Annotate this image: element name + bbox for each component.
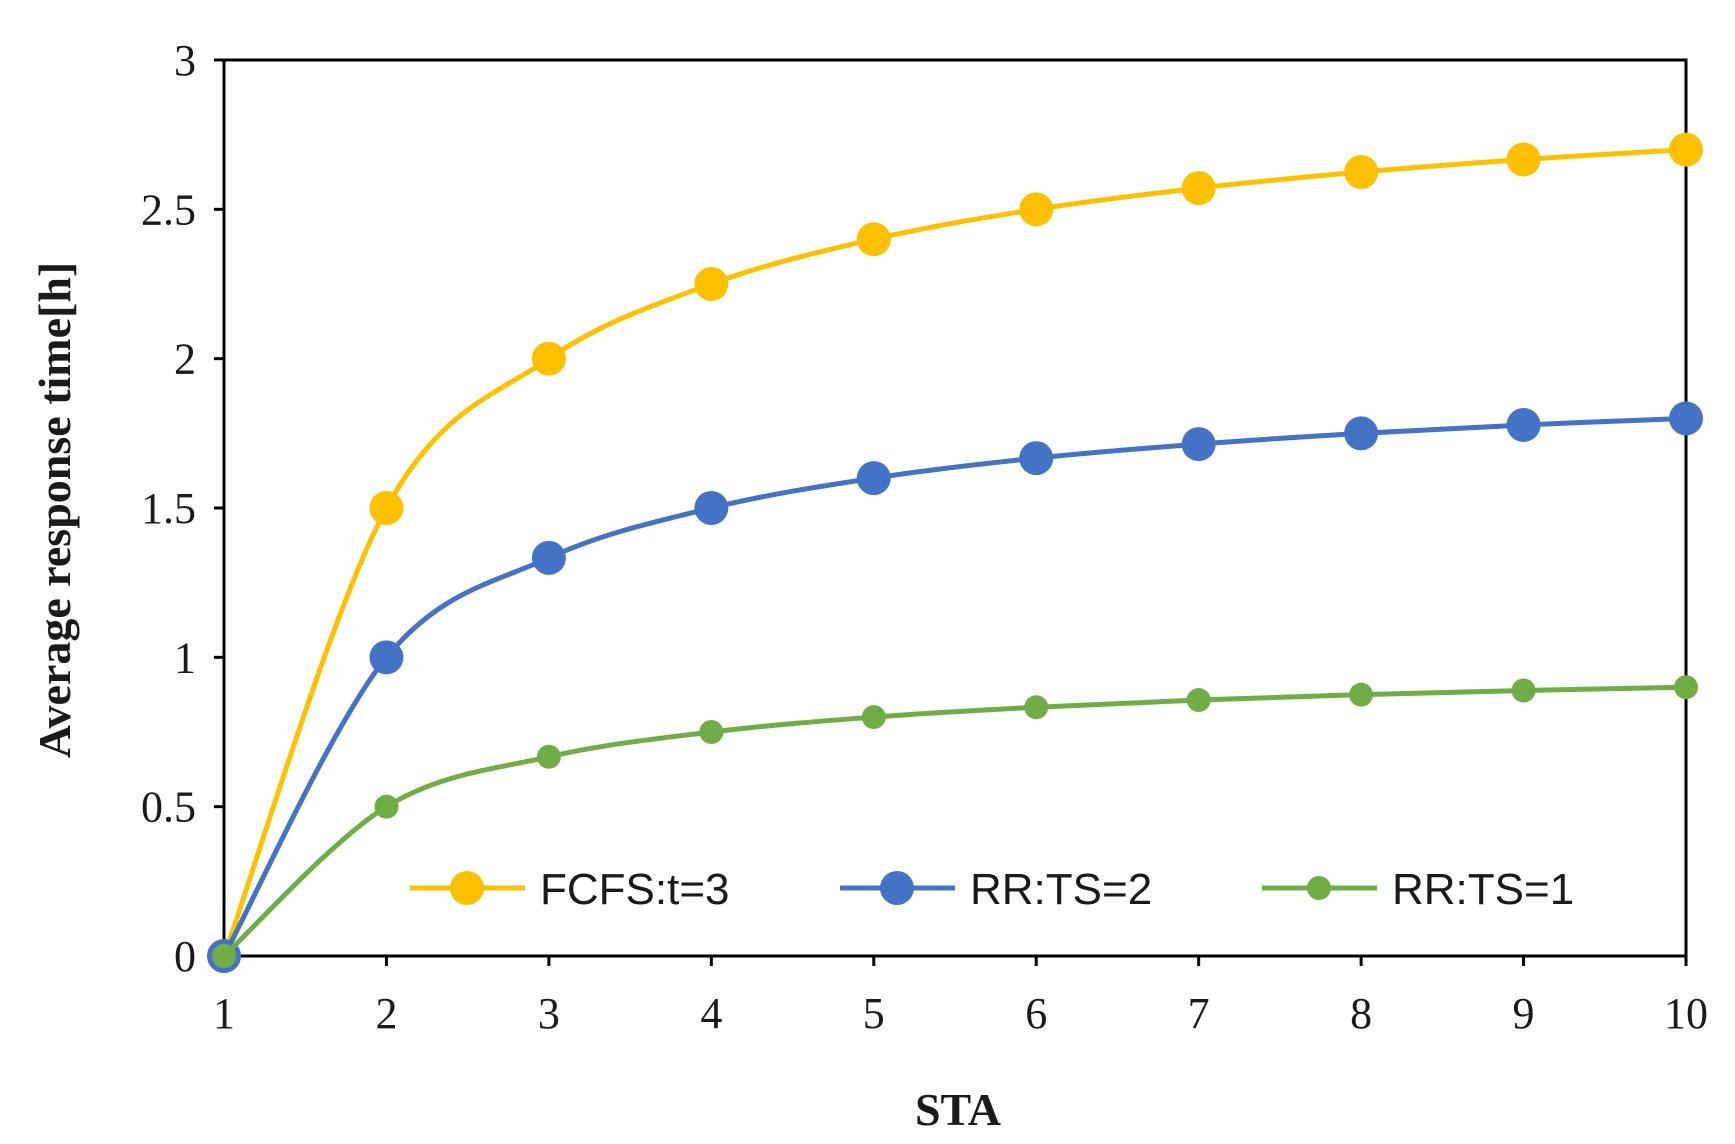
x-tick-label: 3: [538, 989, 560, 1038]
series-2: [207, 401, 1703, 973]
data-point: [1024, 695, 1049, 720]
series-1: [207, 132, 1703, 973]
legend-item: RR:TS=2: [840, 865, 1152, 914]
y-axis: 0 0.5 1 1.5 2 2.5 3: [141, 36, 224, 981]
x-tick-label: 4: [700, 989, 722, 1038]
data-point: [374, 794, 399, 819]
x-axis: 1 2 3 4 5 6 7 8 9 10: [213, 956, 1708, 1038]
legend-marker: [880, 871, 914, 905]
data-point: [1186, 688, 1211, 713]
data-point: [1669, 132, 1703, 167]
data-point: [861, 705, 886, 730]
data-point: [536, 744, 561, 769]
series-layer: [207, 132, 1703, 973]
x-tick-label: 2: [375, 989, 397, 1038]
data-point: [694, 267, 729, 301]
legend-label: FCFS:t=3: [540, 865, 730, 914]
data-point: [531, 341, 566, 376]
x-tick-label: 9: [1513, 989, 1535, 1038]
y-tick-label: 2: [174, 335, 196, 384]
y-axis-title: Average response time[h]: [29, 262, 80, 759]
legend-item: FCFS:t=3: [410, 865, 730, 914]
data-point: [1344, 416, 1379, 451]
series-3: [212, 675, 1698, 968]
legend-label: RR:TS=1: [1392, 865, 1574, 914]
series-line: [222, 684, 1687, 958]
legend-marker: [1307, 876, 1331, 900]
plot-border: [222, 58, 1688, 958]
data-point: [694, 491, 729, 525]
plot-area: [222, 58, 1688, 958]
legend-label: RR:TS=2: [970, 865, 1152, 914]
legend: FCFS:t=3 RR:TS=2 RR:TS=1: [410, 865, 1574, 914]
y-tick-label: 0: [174, 932, 196, 981]
data-point: [1181, 171, 1216, 206]
data-point: [1019, 192, 1054, 227]
data-point: [369, 640, 404, 675]
data-point: [1511, 678, 1536, 703]
data-point: [369, 491, 404, 525]
x-tick-label: 10: [1664, 989, 1708, 1038]
y-tick-label: 2.5: [141, 185, 196, 234]
series-line: [221, 415, 1687, 958]
data-point: [1344, 155, 1379, 189]
data-point: [1019, 441, 1054, 476]
series-line: [221, 147, 1687, 957]
x-axis-title: STA: [915, 1084, 1001, 1135]
data-point: [1349, 682, 1374, 707]
x-tick-label: 5: [863, 989, 885, 1038]
data-point: [531, 540, 566, 575]
y-tick-label: 3: [174, 36, 196, 85]
data-point: [1181, 427, 1216, 462]
x-tick-label: 8: [1350, 989, 1372, 1038]
data-point: [212, 944, 236, 968]
y-tick-label: 1.5: [141, 484, 196, 533]
legend-item: RR:TS=1: [1262, 865, 1574, 914]
y-tick-label: 0.5: [141, 783, 196, 832]
data-point: [1506, 407, 1541, 442]
data-point: [856, 222, 891, 257]
x-tick-label: 7: [1188, 989, 1210, 1038]
data-point: [1669, 401, 1703, 436]
data-point: [856, 461, 891, 496]
data-point: [699, 720, 724, 744]
x-tick-label: 1: [213, 989, 235, 1038]
y-tick-label: 1: [174, 633, 196, 682]
data-point: [1674, 675, 1698, 700]
legend-marker: [450, 871, 484, 905]
data-point: [1506, 142, 1541, 177]
x-tick-label: 6: [1025, 989, 1047, 1038]
